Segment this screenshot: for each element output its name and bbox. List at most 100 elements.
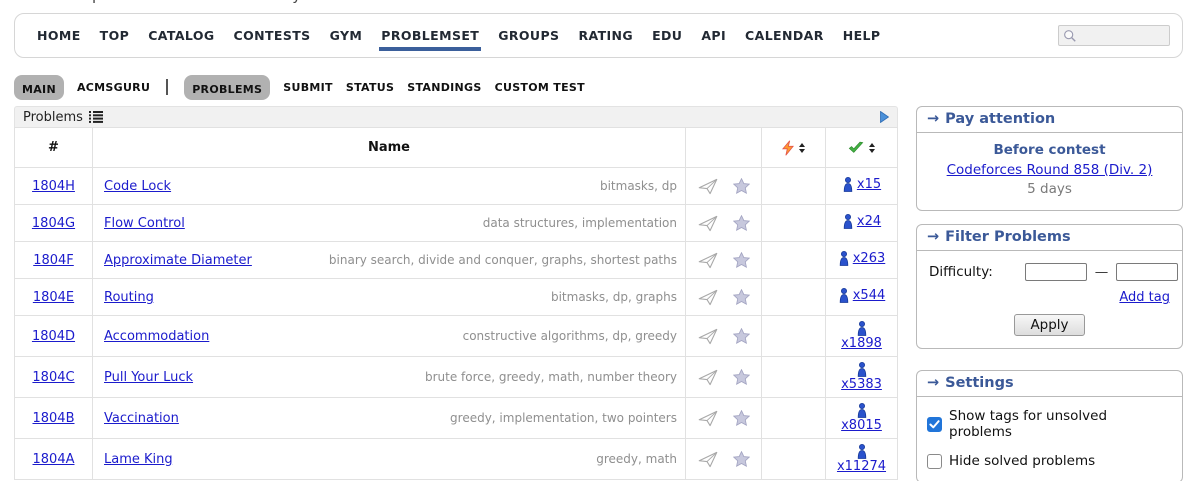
main-nav-item[interactable]: CALENDAR <box>745 28 824 43</box>
sub-nav: MAIN ACMSGURU PROBLEMS SUBMIT STATUS STA… <box>14 74 585 100</box>
checkbox[interactable] <box>927 416 942 432</box>
paper-plane-icon[interactable] <box>698 328 718 345</box>
solved-count-link[interactable]: x11274 <box>837 444 886 474</box>
problem-name-link[interactable]: Routing <box>104 289 154 305</box>
star-icon[interactable] <box>732 252 750 268</box>
problem-index-link[interactable]: 1804B <box>32 410 75 426</box>
star-icon[interactable] <box>732 369 750 385</box>
apply-button[interactable]: Apply <box>1014 314 1085 336</box>
sort-solved-icon[interactable] <box>869 142 875 153</box>
star-icon[interactable] <box>732 451 750 467</box>
solved-count-link[interactable]: x544 <box>838 288 885 303</box>
problems-caption-bar: Problems <box>14 106 898 127</box>
paper-plane-icon[interactable] <box>698 289 718 306</box>
main-nav-item[interactable]: GROUPS <box>498 28 560 43</box>
sort-difficulty-icon[interactable] <box>799 142 805 153</box>
solved-person-icon <box>856 403 868 418</box>
main-nav-item[interactable]: RATING <box>578 28 634 43</box>
sub-nav-tab-active[interactable]: MAIN <box>14 74 64 100</box>
star-icon[interactable] <box>732 215 750 231</box>
difficulty-max-input[interactable] <box>1116 263 1179 281</box>
star-icon[interactable] <box>732 410 750 426</box>
search-box[interactable] <box>1058 25 1170 46</box>
main-nav-item[interactable]: CATALOG <box>148 28 215 43</box>
main-nav-item[interactable]: GYM <box>329 28 363 43</box>
table-row: 1804G Flow Control data structures, impl… <box>14 204 898 242</box>
problem-name-link[interactable]: Vaccination <box>104 410 179 426</box>
sub-nav-tab[interactable]: CUSTOM TEST <box>494 80 585 94</box>
col-header-difficulty[interactable] <box>761 127 826 168</box>
paper-plane-icon[interactable] <box>698 410 718 427</box>
star-icon[interactable] <box>732 178 750 194</box>
main-nav-item[interactable]: EDU <box>652 28 683 43</box>
problem-index-link[interactable]: 1804E <box>32 289 75 305</box>
main-nav-item[interactable]: API <box>701 28 727 43</box>
star-icon[interactable] <box>732 328 750 344</box>
paper-plane-icon[interactable] <box>698 369 718 386</box>
col-header-name[interactable]: Name <box>92 127 686 168</box>
solved-count-link[interactable]: x1898 <box>841 321 882 351</box>
search-input[interactable] <box>1077 28 1163 43</box>
problem-index-link[interactable]: 1804G <box>31 215 76 231</box>
problem-name-link[interactable]: Accommodation <box>104 328 210 344</box>
solved-person-icon <box>856 444 868 459</box>
settings-option[interactable]: Hide solved problems <box>927 453 1172 469</box>
solved-count-link[interactable]: x263 <box>838 251 885 266</box>
difficulty-dash: — <box>1094 264 1109 280</box>
col-header-solved[interactable] <box>825 127 898 168</box>
problem-name-link[interactable]: Approximate Diameter <box>104 252 252 268</box>
solved-person-icon <box>856 321 868 336</box>
problem-name-link[interactable]: Pull Your Luck <box>104 369 194 385</box>
solved-count-link[interactable]: x15 <box>842 177 881 192</box>
paper-plane-icon[interactable] <box>698 451 718 468</box>
problem-name-link[interactable]: Code Lock <box>104 178 172 194</box>
solved-count-link[interactable]: x8015 <box>841 403 882 433</box>
problem-name-link[interactable]: Lame King <box>104 451 173 467</box>
main-nav-item[interactable]: TOP <box>99 28 130 43</box>
problem-tags: greedy, implementation, two pointers <box>450 411 677 425</box>
problem-list-icon[interactable] <box>88 111 103 123</box>
problem-index-link[interactable]: 1804F <box>33 252 74 268</box>
star-icon[interactable] <box>732 289 750 305</box>
table-row: 1804F Approximate Diameter binary search… <box>14 241 898 279</box>
main-nav-item[interactable]: CONTESTS <box>233 28 311 43</box>
problem-tags: greedy, math <box>596 452 677 466</box>
solved-person-icon <box>856 362 868 377</box>
difficulty-min-input[interactable] <box>1024 263 1087 281</box>
problem-index-link[interactable]: 1804D <box>31 328 76 344</box>
problem-index-link[interactable]: 1804A <box>32 451 75 467</box>
checkbox[interactable] <box>927 453 942 469</box>
paper-plane-icon[interactable] <box>698 178 718 195</box>
col-header-index[interactable]: # <box>14 127 93 168</box>
problem-tags: binary search, divide and conquer, graph… <box>328 253 677 267</box>
problem-index-link[interactable]: 1804C <box>32 369 75 385</box>
sub-nav-tab[interactable]: STANDINGS <box>407 80 482 94</box>
sub-nav-tab-active[interactable]: PROBLEMS <box>184 74 271 100</box>
arrow-icon: → <box>927 229 940 245</box>
difficulty-bolt-icon <box>782 139 794 156</box>
table-row: 1804H Code Lock bitmasks, dp <box>14 167 898 205</box>
sub-nav-tab[interactable]: STATUS <box>345 80 395 94</box>
cropped-top-text: p y <box>92 0 352 6</box>
main-nav-item[interactable]: HELP <box>842 28 881 43</box>
problem-tags: constructive algorithms, dp, greedy <box>462 329 677 343</box>
solved-count-link[interactable]: x24 <box>842 214 881 229</box>
sub-nav-tab[interactable]: ACMSGURU <box>76 80 151 94</box>
search-icon <box>1063 29 1077 43</box>
problem-name-link[interactable]: Flow Control <box>104 215 185 231</box>
arrow-icon: → <box>927 111 940 127</box>
main-nav-item[interactable]: HOME <box>37 28 81 43</box>
settings-box: → Settings Show tags for unsolved problem… <box>916 370 1183 481</box>
table-row: 1804E Routing bitmasks, dp, graphs <box>14 278 898 316</box>
pay-attention-title: → Pay attention <box>917 107 1182 133</box>
expand-arrow-icon[interactable] <box>880 111 889 123</box>
paper-plane-icon[interactable] <box>698 215 718 232</box>
add-tag-link[interactable]: Add tag <box>1119 290 1170 305</box>
main-nav-item[interactable]: PROBLEMSET <box>379 14 482 57</box>
paper-plane-icon[interactable] <box>698 252 718 269</box>
settings-option[interactable]: Show tags for unsolved problems <box>927 408 1172 440</box>
contest-link[interactable]: Codeforces Round 858 (Div. 2) <box>946 161 1153 178</box>
problem-index-link[interactable]: 1804H <box>32 178 75 194</box>
solved-count-link[interactable]: x5383 <box>841 362 882 392</box>
sub-nav-tab[interactable]: SUBMIT <box>283 80 333 94</box>
